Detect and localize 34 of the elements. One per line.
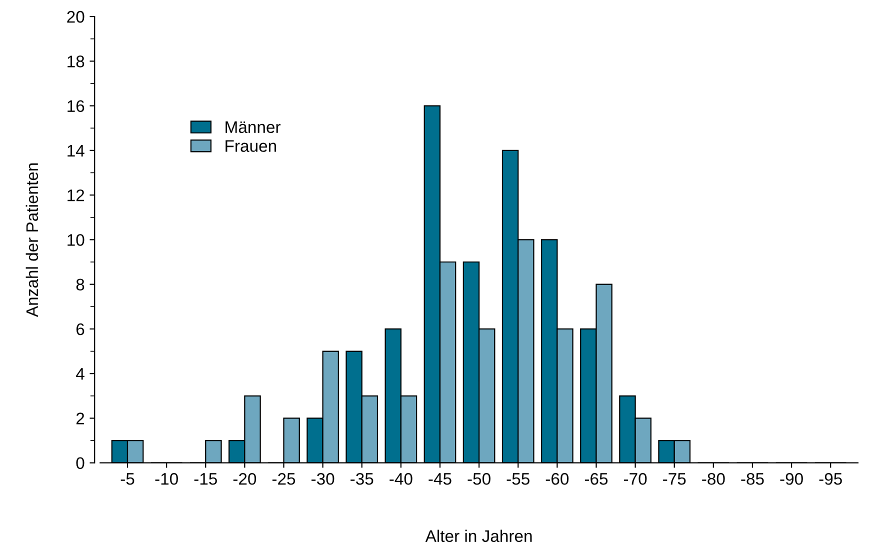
x-tick-label: -95: [819, 473, 842, 485]
y-tick-label: 2: [76, 412, 84, 424]
x-tick-label: -70: [624, 473, 647, 485]
x-tick-label: -5: [120, 473, 134, 485]
x-tick-label: -85: [741, 473, 764, 485]
x-tick-label: -35: [350, 473, 374, 485]
legend-label: Männer: [226, 121, 281, 134]
x-tick-label: -75: [663, 473, 686, 485]
y-axis-title: Anzahl der Patienten: [26, 163, 38, 318]
y-tick-label: 10: [68, 234, 84, 246]
y-tick-label: 4: [76, 368, 84, 380]
x-tick-label: -50: [468, 473, 490, 485]
y-tick-label: 0: [76, 457, 84, 470]
legend-label: Frauen: [226, 140, 276, 152]
x-tick-label: -15: [194, 473, 217, 485]
y-tick-label: 18: [68, 56, 84, 68]
x-tick-label: -30: [312, 473, 334, 485]
x-tick-label: -40: [390, 473, 412, 485]
y-tick-label: 14: [68, 144, 84, 156]
y-tick-label: 8: [76, 278, 84, 291]
y-tick-label: 20: [67, 10, 84, 23]
x-tick-label: -60: [546, 473, 569, 485]
x-axis-title: Alter in Jahren: [425, 530, 532, 542]
y-tick-label: 12: [68, 189, 84, 202]
x-tick-label: -20: [233, 473, 256, 485]
x-tick-label: -55: [506, 473, 530, 485]
x-tick-label: -45: [428, 473, 452, 485]
x-tick-label: -65: [584, 473, 608, 485]
x-tick-label: -25: [272, 473, 296, 485]
y-tick-label: 16: [68, 100, 84, 112]
x-tick-label: -10: [155, 473, 178, 485]
x-tick-label: -90: [780, 473, 803, 485]
y-tick-label: 6: [76, 323, 84, 336]
x-tick-label: -80: [702, 473, 725, 485]
